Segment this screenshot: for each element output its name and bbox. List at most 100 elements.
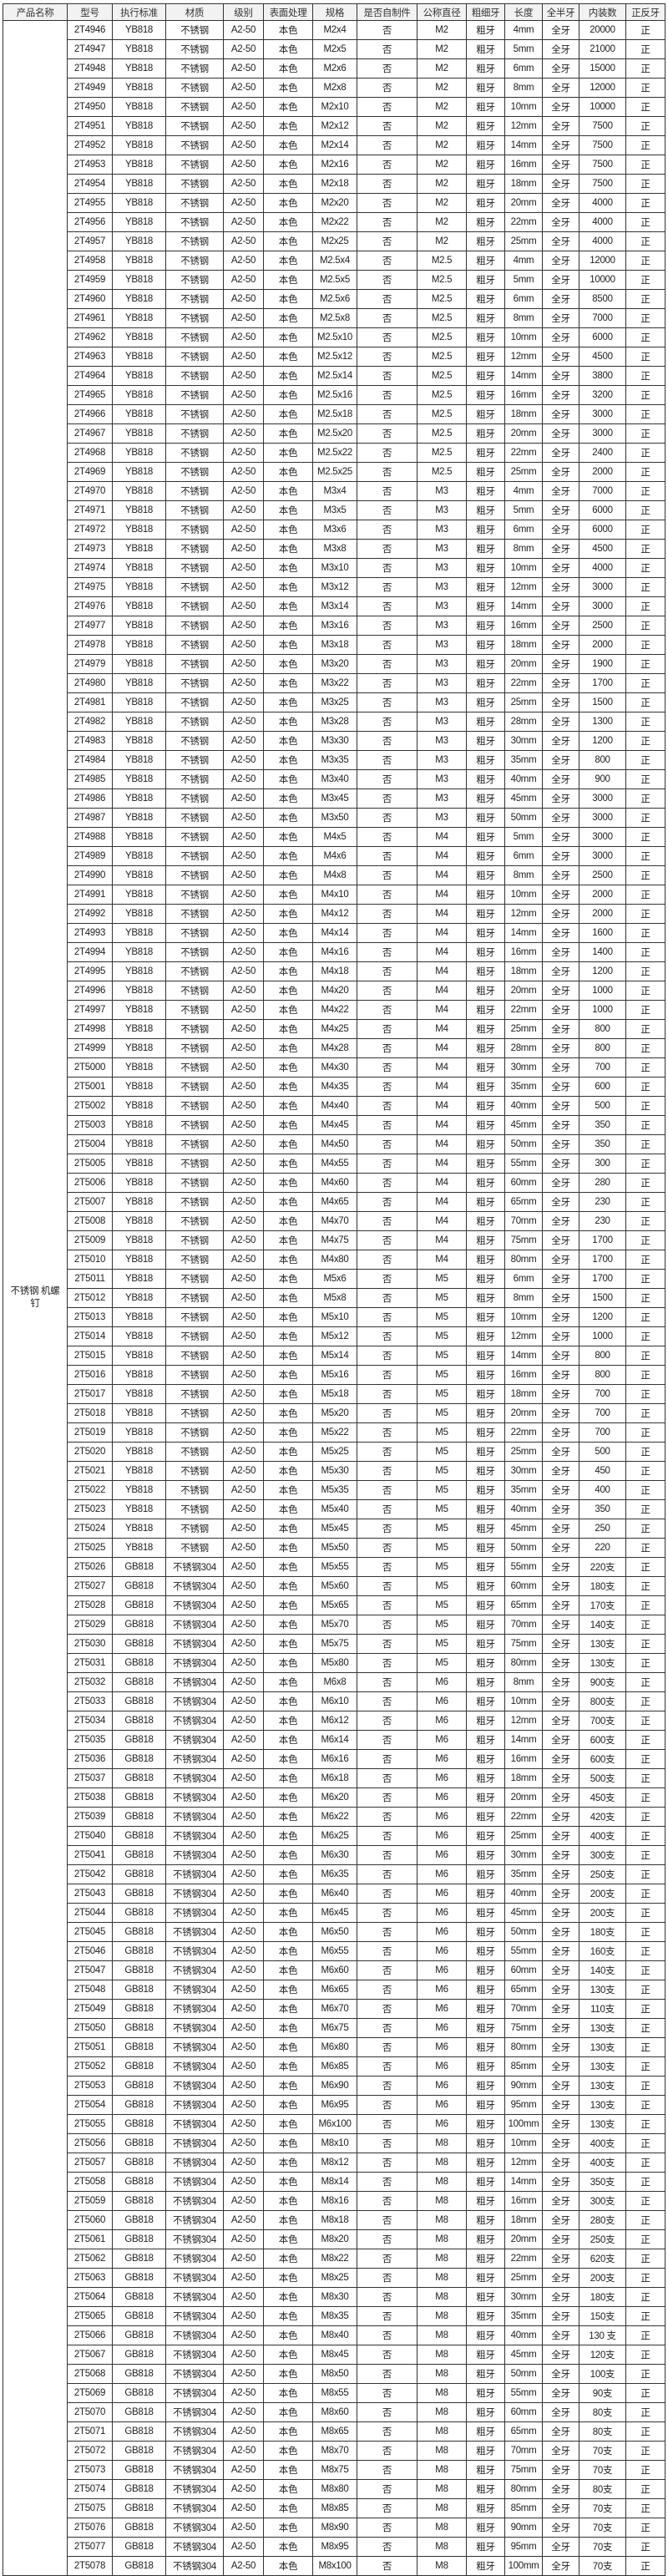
cell-standard: GB818 [112,1615,166,1635]
cell-surface: 本色 [263,1807,313,1827]
table-row: 2T4973 YB818 不锈钢 A2-50 本色 M3x8 否 M3 粗牙 8mm 全牙 4500 正 [3,539,665,559]
table-row: 2T5051 GB818 不锈钢304 A2-50 本色 M6x80 否 M6 粗牙 80mm 全牙… [3,2037,665,2057]
cell-spec: M8x100 [312,2556,357,2576]
cell-material: 不锈钢 [165,961,224,981]
cell-diameter: M2 [417,212,467,232]
cell-surface: 本色 [263,2383,313,2403]
cell-quantity: 140支 [579,1960,626,1980]
cell-diameter: M2.5 [417,404,467,424]
cell-self-made: 否 [357,2306,418,2326]
cell-thread-direction: 正 [625,731,665,751]
cell-grade: A2-50 [223,808,264,828]
cell-thread-pitch: 粗牙 [466,1269,505,1289]
cell-surface: 本色 [263,769,313,789]
cell-diameter: M6 [417,2076,467,2096]
cell-model: 2T4972 [67,520,113,540]
cell-thread-type: 全牙 [542,500,579,520]
cell-thread-direction: 正 [625,1711,665,1731]
cell-grade: A2-50 [223,1288,264,1308]
cell-thread-direction: 正 [625,1499,665,1519]
table-row: 2T5032 GB818 不锈钢304 A2-50 本色 M6x8 否 M6 粗牙 8mm 全牙 90… [3,1672,665,1692]
cell-surface: 本色 [263,1480,313,1500]
cell-surface: 本色 [263,942,313,962]
cell-spec: M2.5x22 [312,443,357,463]
cell-length: 40mm [504,769,543,789]
cell-material: 不锈钢304 [165,1634,224,1654]
cell-surface: 本色 [263,981,313,1001]
cell-material: 不锈钢 [165,1038,224,1058]
cell-self-made: 否 [357,1480,418,1500]
cell-quantity: 600 [579,1077,626,1097]
cell-spec: M4x40 [312,1096,357,1116]
cell-standard: GB818 [112,1807,166,1827]
cell-quantity: 700 [579,1403,626,1423]
cell-thread-type: 全牙 [542,904,579,924]
cell-thread-direction: 正 [625,2306,665,2326]
cell-material: 不锈钢 [165,904,224,924]
table-row: 2T4983 YB818 不锈钢 A2-50 本色 M3x30 否 M3 粗牙 30mm 全牙 120… [3,731,665,751]
cell-thread-pitch: 粗牙 [466,500,505,520]
cell-standard: GB818 [112,1884,166,1904]
cell-quantity: 2000 [579,462,626,482]
cell-standard: GB818 [112,2306,166,2326]
cell-diameter: M5 [417,1288,467,1308]
cell-material: 不锈钢304 [165,2133,224,2153]
cell-model: 2T4959 [67,270,113,290]
cell-length: 65mm [504,2421,543,2442]
cell-self-made: 否 [357,1499,418,1519]
cell-thread-direction: 正 [625,1922,665,1942]
cell-thread-direction: 正 [625,39,665,59]
cell-thread-type: 全牙 [542,1269,579,1289]
cell-material: 不锈钢 [165,846,224,866]
cell-diameter: M5 [417,1653,467,1673]
cell-thread-pitch: 粗牙 [466,885,505,905]
cell-length: 16mm [504,1749,543,1769]
header-length: 长度 [504,3,543,21]
cell-standard: YB818 [112,654,166,674]
cell-surface: 本色 [263,2518,313,2538]
cell-self-made: 否 [357,731,418,751]
cell-thread-direction: 正 [625,1096,665,1116]
cell-diameter: M3 [417,616,467,636]
cell-diameter: M6 [417,1999,467,2019]
table-row: 2T5000 YB818 不锈钢 A2-50 本色 M4x30 否 M4 粗牙 30mm 全牙 700… [3,1057,665,1078]
cell-surface: 本色 [263,1768,313,1788]
cell-thread-direction: 正 [625,1346,665,1366]
header-surface: 表面处理 [263,3,313,21]
cell-thread-direction: 正 [625,1519,665,1539]
cell-thread-direction: 正 [625,1461,665,1481]
cell-self-made: 否 [357,1672,418,1692]
cell-diameter: M6 [417,1864,467,1884]
table-row: 2T5011 YB818 不锈钢 A2-50 本色 M5x6 否 M5 粗牙 6mm 全牙 1700 正 [3,1269,665,1289]
cell-thread-pitch: 粗牙 [466,942,505,962]
cell-length: 40mm [504,1096,543,1116]
cell-length: 16mm [504,942,543,962]
cell-model: 2T4993 [67,923,113,943]
table-row: 2T4975 YB818 不锈钢 A2-50 本色 M3x12 否 M3 粗牙 12mm 全牙 300… [3,577,665,597]
cell-thread-type: 全牙 [542,2556,579,2576]
cell-grade: A2-50 [223,1326,264,1346]
cell-quantity: 10000 [579,270,626,290]
cell-standard: GB818 [112,2460,166,2480]
cell-length: 8mm [504,539,543,559]
cell-length: 4mm [504,481,543,501]
cell-diameter: M5 [417,1595,467,1615]
cell-diameter: M4 [417,1154,467,1174]
cell-length: 25mm [504,2268,543,2288]
cell-spec: M2.5x5 [312,270,357,290]
table-row: 2T5035 GB818 不锈钢304 A2-50 本色 M6x14 否 M6 粗牙 14mm 全牙… [3,1730,665,1750]
cell-quantity: 6000 [579,520,626,540]
cell-quantity: 3000 [579,423,626,444]
cell-material: 不锈钢 [165,1288,224,1308]
cell-grade: A2-50 [223,1557,264,1577]
cell-thread-direction: 正 [625,2229,665,2249]
table-row: 2T5060 GB818 不锈钢304 A2-50 本色 M8x18 否 M8 粗牙 18mm 全牙… [3,2210,665,2230]
cell-quantity: 900 [579,769,626,789]
cell-surface: 本色 [263,20,313,40]
cell-model: 2T4969 [67,462,113,482]
cell-self-made: 否 [357,1807,418,1827]
cell-quantity: 3000 [579,789,626,809]
cell-standard: YB818 [112,1365,166,1385]
cell-length: 100mm [504,2114,543,2134]
cell-thread-type: 全牙 [542,1499,579,1519]
